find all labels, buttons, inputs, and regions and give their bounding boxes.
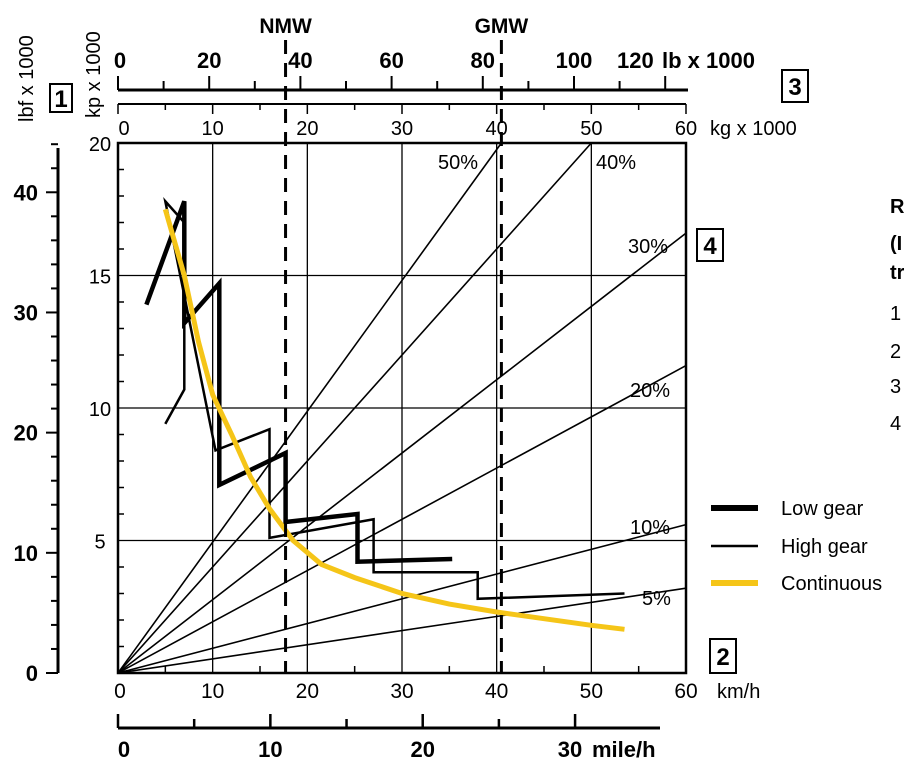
- grade-label: 10%: [630, 517, 670, 539]
- series-lines: [144, 197, 625, 632]
- series-low-gear: [144, 200, 453, 565]
- number-box-4: [696, 228, 724, 262]
- x-kmh-tick-label: 50: [580, 680, 603, 703]
- side-text-item: 1: [890, 303, 901, 325]
- top-kg-tick-label: 20: [296, 118, 318, 140]
- side-text: R (I tr 1 2 3 4: [890, 196, 904, 435]
- left-kp-tick-label: 20: [89, 134, 111, 156]
- lbf-axis-label: lbf x 1000: [16, 35, 38, 122]
- top-lb-tick-label: 80: [471, 48, 495, 73]
- grade-label: 40%: [596, 152, 636, 174]
- side-text-item: (I: [890, 233, 902, 255]
- plot-grid: [116, 141, 688, 675]
- number-box-label-3: 3: [788, 74, 801, 101]
- legend-label-high-gear: High gear: [781, 536, 868, 558]
- x-kmh-tick-label: 30: [390, 680, 413, 703]
- left-kp-tick-label: 5: [94, 532, 105, 554]
- x-mph-tick-label-last: 30: [558, 737, 582, 762]
- x-kmh-tick-label: 10: [201, 680, 224, 703]
- left-kp-tick-label: 15: [89, 267, 111, 289]
- marker-label-nmw: NMW: [259, 15, 312, 38]
- lbf-tick-label: 20: [14, 421, 38, 446]
- legend-label-low-gear: Low gear: [781, 498, 864, 520]
- legend-label-continuous: Continuous: [781, 573, 882, 595]
- grade-line: [117, 142, 592, 674]
- number-box-3: [781, 69, 809, 103]
- top-lb-tick-label: 100: [556, 48, 593, 73]
- legend: Low gear High gear Continuous: [711, 498, 882, 595]
- grade-lines: 50% 40% 30% 20% 10% 5%: [117, 142, 687, 674]
- series-continuous: [162, 208, 625, 632]
- lbf-tick-label: 10: [14, 541, 38, 566]
- grade-label: 20%: [630, 380, 670, 402]
- weight-markers: NMW GMW: [259, 15, 528, 673]
- plot-frame: [116, 141, 688, 675]
- top-kg-tick-label: 30: [391, 118, 413, 140]
- marker-label-gmw: GMW: [475, 15, 529, 38]
- left-kp-tick-label: 10: [89, 399, 111, 421]
- number-box-label-4: 4: [703, 233, 717, 260]
- x-kmh-tick-label: 60: [674, 680, 697, 703]
- top-lb-tick-label: 60: [379, 48, 403, 73]
- x-kmh-axis-label: km/h: [717, 681, 760, 703]
- side-text-item: 2: [890, 341, 901, 363]
- grade-line: [117, 523, 687, 674]
- top-lb-tick-label: 0: [114, 48, 126, 73]
- top-lb-tick-label-last: 120: [617, 48, 654, 73]
- x-kmh-tick-label: 40: [485, 680, 508, 703]
- grade-label: 5%: [642, 588, 671, 610]
- top-kg-tick-label: 10: [202, 118, 224, 140]
- lbf-tick-label: 0: [26, 661, 38, 686]
- top-lb-axis-label: lb x 1000: [662, 48, 755, 73]
- lbf-tick-label: 40: [14, 180, 38, 205]
- grade-label: 30%: [628, 236, 668, 258]
- number-box-2: [709, 638, 737, 674]
- top-kg-tick-label: 60: [675, 118, 697, 140]
- series-high-gear: [163, 197, 625, 601]
- grade-line: [117, 142, 503, 674]
- x-mph-axis-label: mile/h: [592, 737, 656, 762]
- grade-label: 50%: [438, 152, 478, 174]
- lbf-tick-label: 30: [14, 300, 38, 325]
- side-text-item: R: [890, 196, 904, 218]
- top-kg-tick-label: 50: [580, 118, 602, 140]
- x-mph-tick-label: 20: [410, 737, 434, 762]
- number-box-1: [49, 83, 73, 113]
- grade-line: [117, 232, 687, 674]
- x-mph-tick-label: 10: [258, 737, 282, 762]
- grade-line: [117, 364, 687, 674]
- top-lb-tick-label: 40: [288, 48, 312, 73]
- grade-line: [117, 587, 687, 674]
- top-lb-tick-label: 20: [197, 48, 221, 73]
- top-kg-tick-label: 40: [486, 118, 508, 140]
- x-kmh-tick-label: 0: [114, 680, 126, 703]
- top-kg-axis-label: kg x 1000: [710, 118, 797, 140]
- left-kp-axis-label: kp x 1000: [83, 31, 105, 118]
- x-kmh-tick-label: 20: [296, 680, 319, 703]
- x-mph-tick-label: 0: [118, 737, 130, 762]
- side-text-item: 3: [890, 376, 901, 398]
- side-text-item: tr: [890, 262, 904, 284]
- top-kg-tick-label: 0: [118, 118, 129, 140]
- number-box-label-2: 2: [716, 644, 729, 671]
- number-box-label-1: 1: [54, 86, 67, 113]
- side-text-item: 4: [890, 413, 901, 435]
